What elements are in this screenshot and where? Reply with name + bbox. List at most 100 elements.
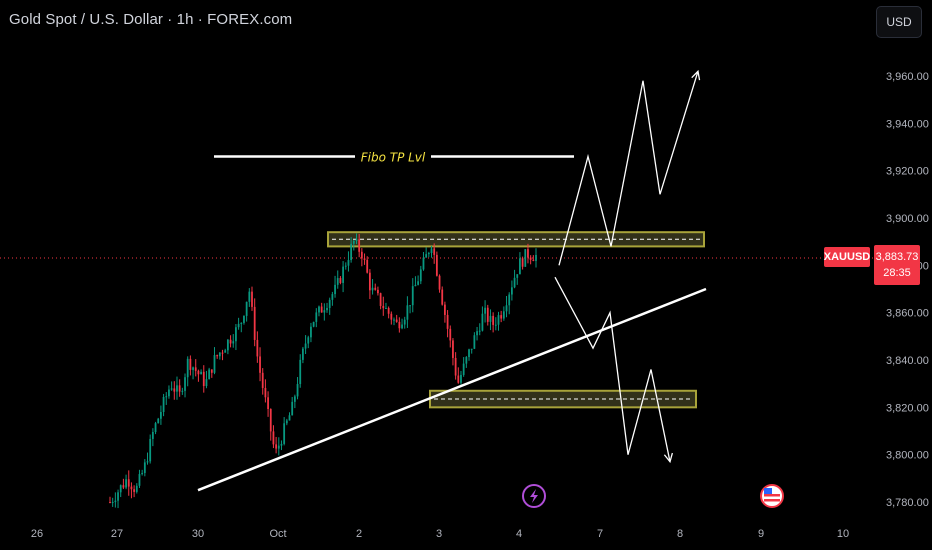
candle-body [452, 340, 454, 358]
bar-countdown: 28:35 [883, 267, 911, 279]
candle-body [347, 260, 350, 266]
candle-body [210, 369, 213, 373]
candle-body [508, 294, 511, 306]
candle-body [151, 431, 154, 439]
candle-body [197, 370, 200, 375]
x-tick-label: 26 [31, 528, 43, 540]
candle-body [178, 385, 181, 392]
trendline [197, 287, 707, 492]
candle-body [385, 307, 387, 309]
candle-body [516, 274, 519, 278]
candle-body [510, 287, 513, 295]
candle-body [486, 307, 489, 322]
candle-body [253, 306, 256, 340]
y-tick-label: 3,940.00 [886, 118, 929, 130]
candle-body [165, 396, 168, 398]
candle-body [114, 500, 117, 502]
candle-body [377, 289, 379, 294]
candle-body [243, 315, 245, 323]
candle-body [334, 284, 336, 295]
candle-body [505, 305, 508, 312]
candle-body [186, 358, 189, 378]
candle-body [226, 339, 229, 351]
candle-body [141, 472, 144, 475]
x-tick-label: 7 [597, 528, 603, 540]
candle-body [194, 367, 197, 371]
candle-body [304, 343, 307, 349]
candle-body [441, 289, 444, 305]
candle-body [535, 254, 537, 261]
projection-up-path-arrowhead [691, 69, 701, 81]
candle-body [387, 307, 390, 314]
candle-body [342, 266, 344, 283]
candle-body [119, 485, 122, 493]
candle-body [277, 445, 280, 449]
candle-body [251, 291, 253, 307]
candle-body [401, 324, 403, 329]
x-tick-label: 30 [192, 528, 204, 540]
candle-body [414, 284, 417, 287]
candle-body [205, 379, 208, 387]
candle-body [267, 397, 269, 410]
candle-body [468, 349, 470, 358]
candle-body [406, 305, 409, 320]
candle-body [358, 239, 361, 252]
y-tick-label: 3,840.00 [886, 355, 929, 367]
candle-body [280, 443, 283, 446]
candle-body [433, 248, 436, 255]
candle-body [299, 359, 302, 385]
x-tick-label: 27 [111, 528, 123, 540]
candle-body [213, 355, 216, 373]
y-tick-label: 3,820.00 [886, 402, 929, 414]
candle-body [374, 287, 377, 290]
candle-body [122, 485, 125, 488]
candle-body [363, 258, 366, 260]
x-tick-label: 4 [516, 528, 522, 540]
candle-body [331, 294, 334, 300]
candle-body [135, 485, 138, 492]
candle-body [462, 363, 465, 375]
candle-body [411, 286, 414, 306]
candle-body [162, 396, 165, 413]
candle-body [339, 278, 342, 283]
last-price-value: 3,883.73 [875, 251, 919, 263]
candle-body [532, 259, 535, 261]
candle-body [427, 253, 430, 255]
candle-body [460, 374, 462, 383]
lightning-icon[interactable] [522, 484, 546, 508]
candle-body [208, 369, 211, 380]
projection-down-path-arrowhead [663, 452, 674, 464]
symbol-tag: XAUUSD [824, 247, 870, 267]
candle-body [275, 444, 278, 449]
candle-body [237, 323, 240, 328]
candle-body [417, 281, 420, 285]
y-tick-label: 3,920.00 [886, 166, 929, 178]
candle-body [312, 321, 315, 327]
candle-body [181, 390, 184, 392]
candle-body [500, 315, 503, 319]
candle-body [130, 486, 133, 490]
candle-body [422, 257, 425, 270]
us-flag-icon[interactable] [760, 484, 784, 508]
x-tick-label: 9 [758, 528, 764, 540]
candle-body [435, 254, 438, 276]
candle-body [221, 352, 224, 354]
candle-body [336, 278, 339, 285]
y-tick-label: 3,860.00 [886, 308, 929, 320]
candle-body [200, 371, 202, 375]
candle-body [430, 248, 433, 254]
candle-body [154, 423, 157, 432]
candle-body [229, 339, 232, 344]
candle-body [409, 305, 411, 307]
currency-button[interactable]: USD [876, 6, 922, 38]
candle-body [293, 396, 296, 402]
candle-body [481, 313, 484, 331]
candle-body [513, 277, 516, 288]
candle-body [310, 326, 312, 338]
candle-body [315, 312, 318, 322]
candle-body [328, 299, 331, 308]
candle-body [489, 315, 492, 322]
candle-body [264, 387, 267, 398]
x-tick-label: 3 [436, 528, 442, 540]
